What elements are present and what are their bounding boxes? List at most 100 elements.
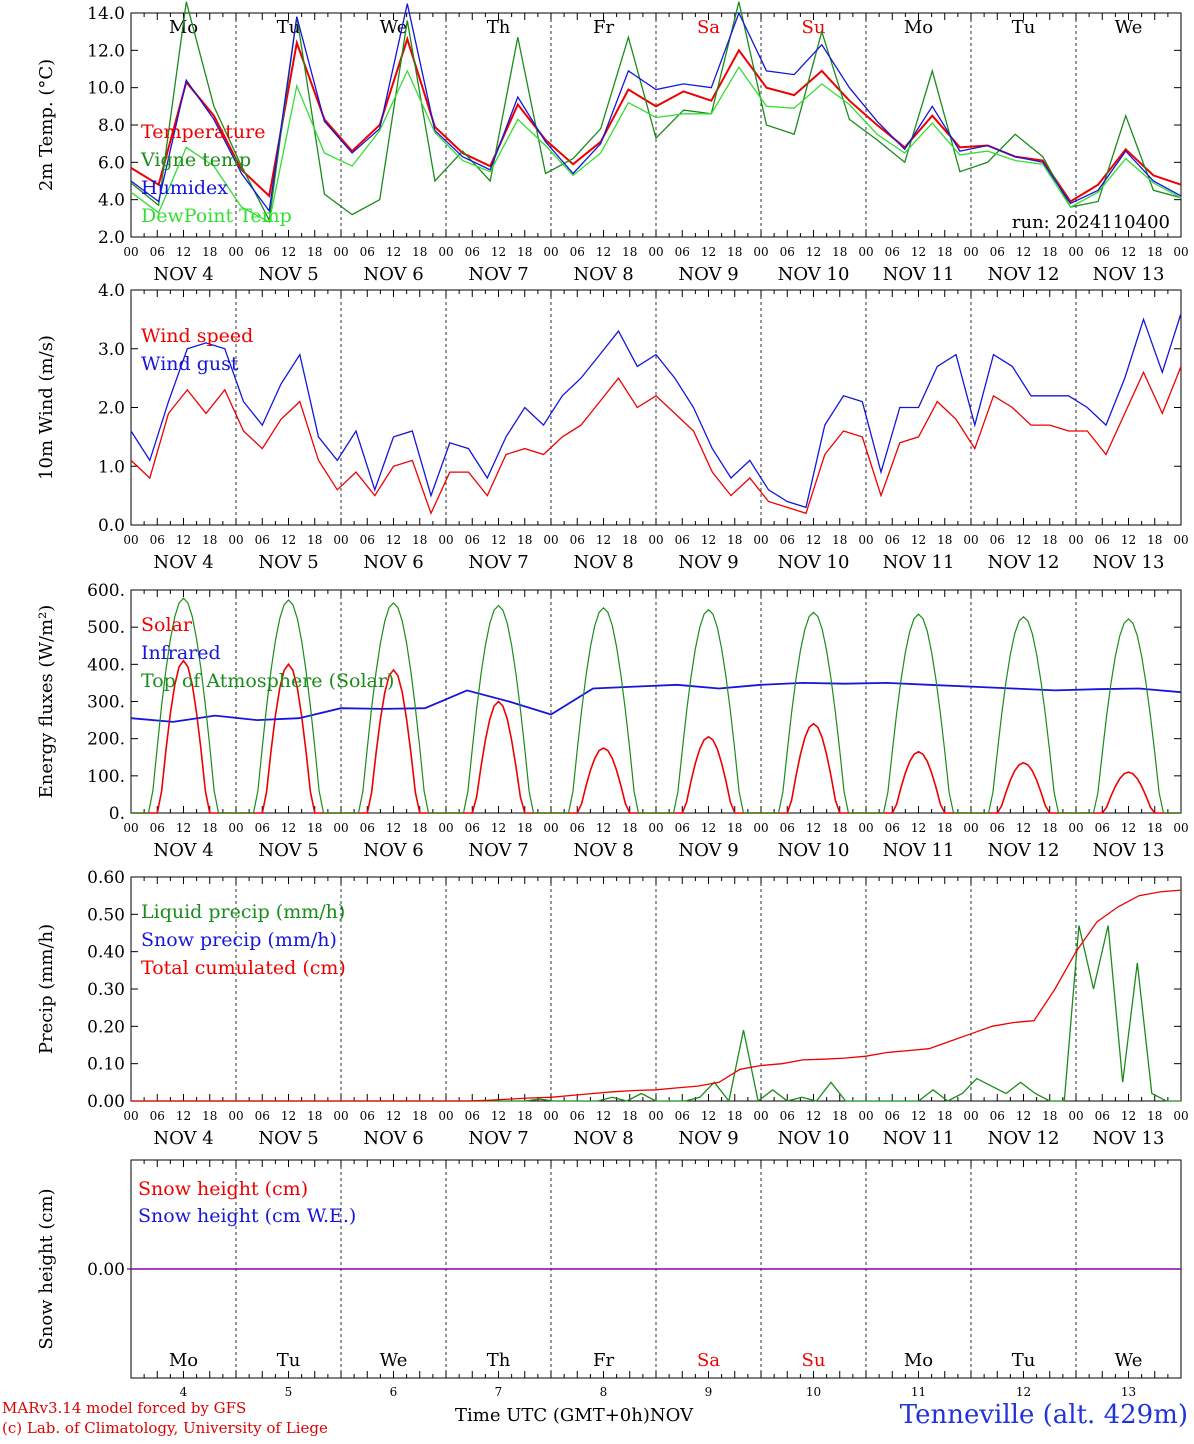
hour-label: 00: [123, 1109, 138, 1123]
hour-label: 00: [543, 1109, 558, 1123]
y-tick-label: 600.: [87, 581, 125, 601]
hour-label: 12: [176, 245, 191, 259]
hour-label: 00: [123, 245, 138, 259]
date-label: NOV 6: [363, 552, 423, 573]
date-label: NOV 13: [1093, 264, 1165, 285]
date-label: NOV 11: [883, 552, 955, 573]
hour-label: 06: [150, 533, 165, 547]
day-label: Su: [802, 1350, 826, 1371]
hour-label: 18: [517, 1109, 532, 1123]
hour-label: 18: [727, 1109, 742, 1123]
hour-label: 06: [360, 821, 375, 835]
date-label: NOV 6: [363, 840, 423, 861]
y-axis-title: Energy fluxes (W/m²): [36, 605, 57, 799]
hour-label: 18: [622, 821, 637, 835]
series-top-of-atmosphere-solar: [131, 597, 1181, 814]
hour-label: 00: [963, 533, 978, 547]
day-number: 13: [1121, 1385, 1136, 1399]
series-total-cumulated-cm: [131, 889, 1182, 1102]
hour-label: 18: [1147, 821, 1162, 835]
day-number: 5: [285, 1385, 293, 1399]
plot-frame: [130, 589, 1182, 814]
y-tick-label: 0.10: [87, 1055, 125, 1075]
hour-label: 12: [491, 245, 506, 259]
hour-label: 18: [832, 1109, 847, 1123]
hour-label: 18: [937, 1109, 952, 1123]
series-wind-gust: [130, 313, 1182, 509]
y-axis-title: Precip (mm/h): [36, 924, 57, 1054]
day-label: Mo: [169, 1350, 198, 1371]
hour-label: 18: [307, 821, 322, 835]
hour-label: 00: [438, 1109, 453, 1123]
day-number: 8: [600, 1385, 608, 1399]
hour-label: 00: [648, 821, 663, 835]
day-label: Th: [487, 17, 511, 38]
hour-label: 00: [963, 821, 978, 835]
hour-label: 18: [622, 533, 637, 547]
hour-label: 18: [832, 821, 847, 835]
hour-label: 12: [176, 1109, 191, 1123]
y-tick-label: 4.0: [98, 191, 125, 211]
hour-label: 12: [1121, 533, 1136, 547]
hour-label: 12: [491, 533, 506, 547]
hour-label: 00: [753, 1109, 768, 1123]
day-number: 4: [180, 1385, 188, 1399]
date-label: NOV 12: [988, 552, 1060, 573]
day-label: Fr: [593, 17, 614, 38]
hour-label: 06: [675, 821, 690, 835]
hour-label: 18: [412, 533, 427, 547]
hour-label: 18: [412, 245, 427, 259]
legend-entry: DewPoint Temp: [141, 205, 292, 227]
hour-label: 06: [780, 245, 795, 259]
panel-snow: 0.00 Snow height (cm) Mo Tu We Th Fr Sa Su Mo Tu We…: [36, 1159, 1182, 1399]
hour-label: 00: [858, 533, 873, 547]
day-label: We: [1115, 1350, 1143, 1371]
hour-label: 12: [386, 245, 401, 259]
station-name: Tenneville (alt. 429m): [899, 1400, 1188, 1430]
y-tick-label: 300.: [87, 693, 125, 713]
hour-label: 12: [386, 533, 401, 547]
hour-label: 06: [255, 1109, 270, 1123]
legend-entry: Snow height (cm): [138, 1178, 308, 1200]
date-label: NOV 10: [778, 1128, 850, 1149]
hour-label: 12: [176, 821, 191, 835]
date-label: NOV 12: [988, 264, 1060, 285]
date-label: NOV 6: [363, 1128, 423, 1149]
y-axis-title: 10m Wind (m/s): [36, 335, 57, 480]
hour-label: 12: [806, 533, 821, 547]
legend-entry: Infrared: [141, 642, 221, 664]
model-note: MARv3.14 model forced by GFS: [2, 1399, 247, 1417]
hour-label: 18: [1042, 533, 1057, 547]
hour-label: 12: [1016, 821, 1031, 835]
hour-label: 00: [1068, 821, 1083, 835]
date-label: NOV 7: [468, 1128, 528, 1149]
hour-label: 00: [438, 533, 453, 547]
hour-label: 00: [753, 821, 768, 835]
legend-entry: Vigne temp: [140, 149, 251, 171]
date-label: NOV 8: [573, 1128, 633, 1149]
date-label: NOV 6: [363, 264, 423, 285]
day-label: Tu: [1012, 1350, 1036, 1371]
y-tick-label: 8.0: [98, 116, 125, 136]
hour-label: 18: [307, 1109, 322, 1123]
date-label: NOV 12: [988, 1128, 1060, 1149]
hour-label: 00: [1173, 821, 1188, 835]
hour-label: 00: [228, 1109, 243, 1123]
hour-label: 06: [885, 821, 900, 835]
date-label: NOV 4: [153, 264, 213, 285]
hour-label: 00: [858, 1109, 873, 1123]
hour-label: 12: [596, 245, 611, 259]
panel-temp: 2.0 4.0 6.0 8.0 10.0 12.0 14.0 2m Temp. (°C) Mo T…: [36, 1, 1189, 285]
hour-label: 06: [570, 1109, 585, 1123]
hour-label: 06: [1095, 533, 1110, 547]
credit-note: (c) Lab. of Climatology, University of L…: [2, 1419, 328, 1437]
y-tick-label: 0.20: [87, 1017, 125, 1037]
date-label: NOV 8: [573, 840, 633, 861]
date-label: NOV 9: [678, 552, 738, 573]
legend-entry: Wind gust: [141, 353, 239, 375]
date-label: NOV 5: [258, 840, 318, 861]
x-axis-label: Time UTC (GMT+0h)NOV: [455, 1405, 693, 1426]
hour-label: 12: [281, 245, 296, 259]
